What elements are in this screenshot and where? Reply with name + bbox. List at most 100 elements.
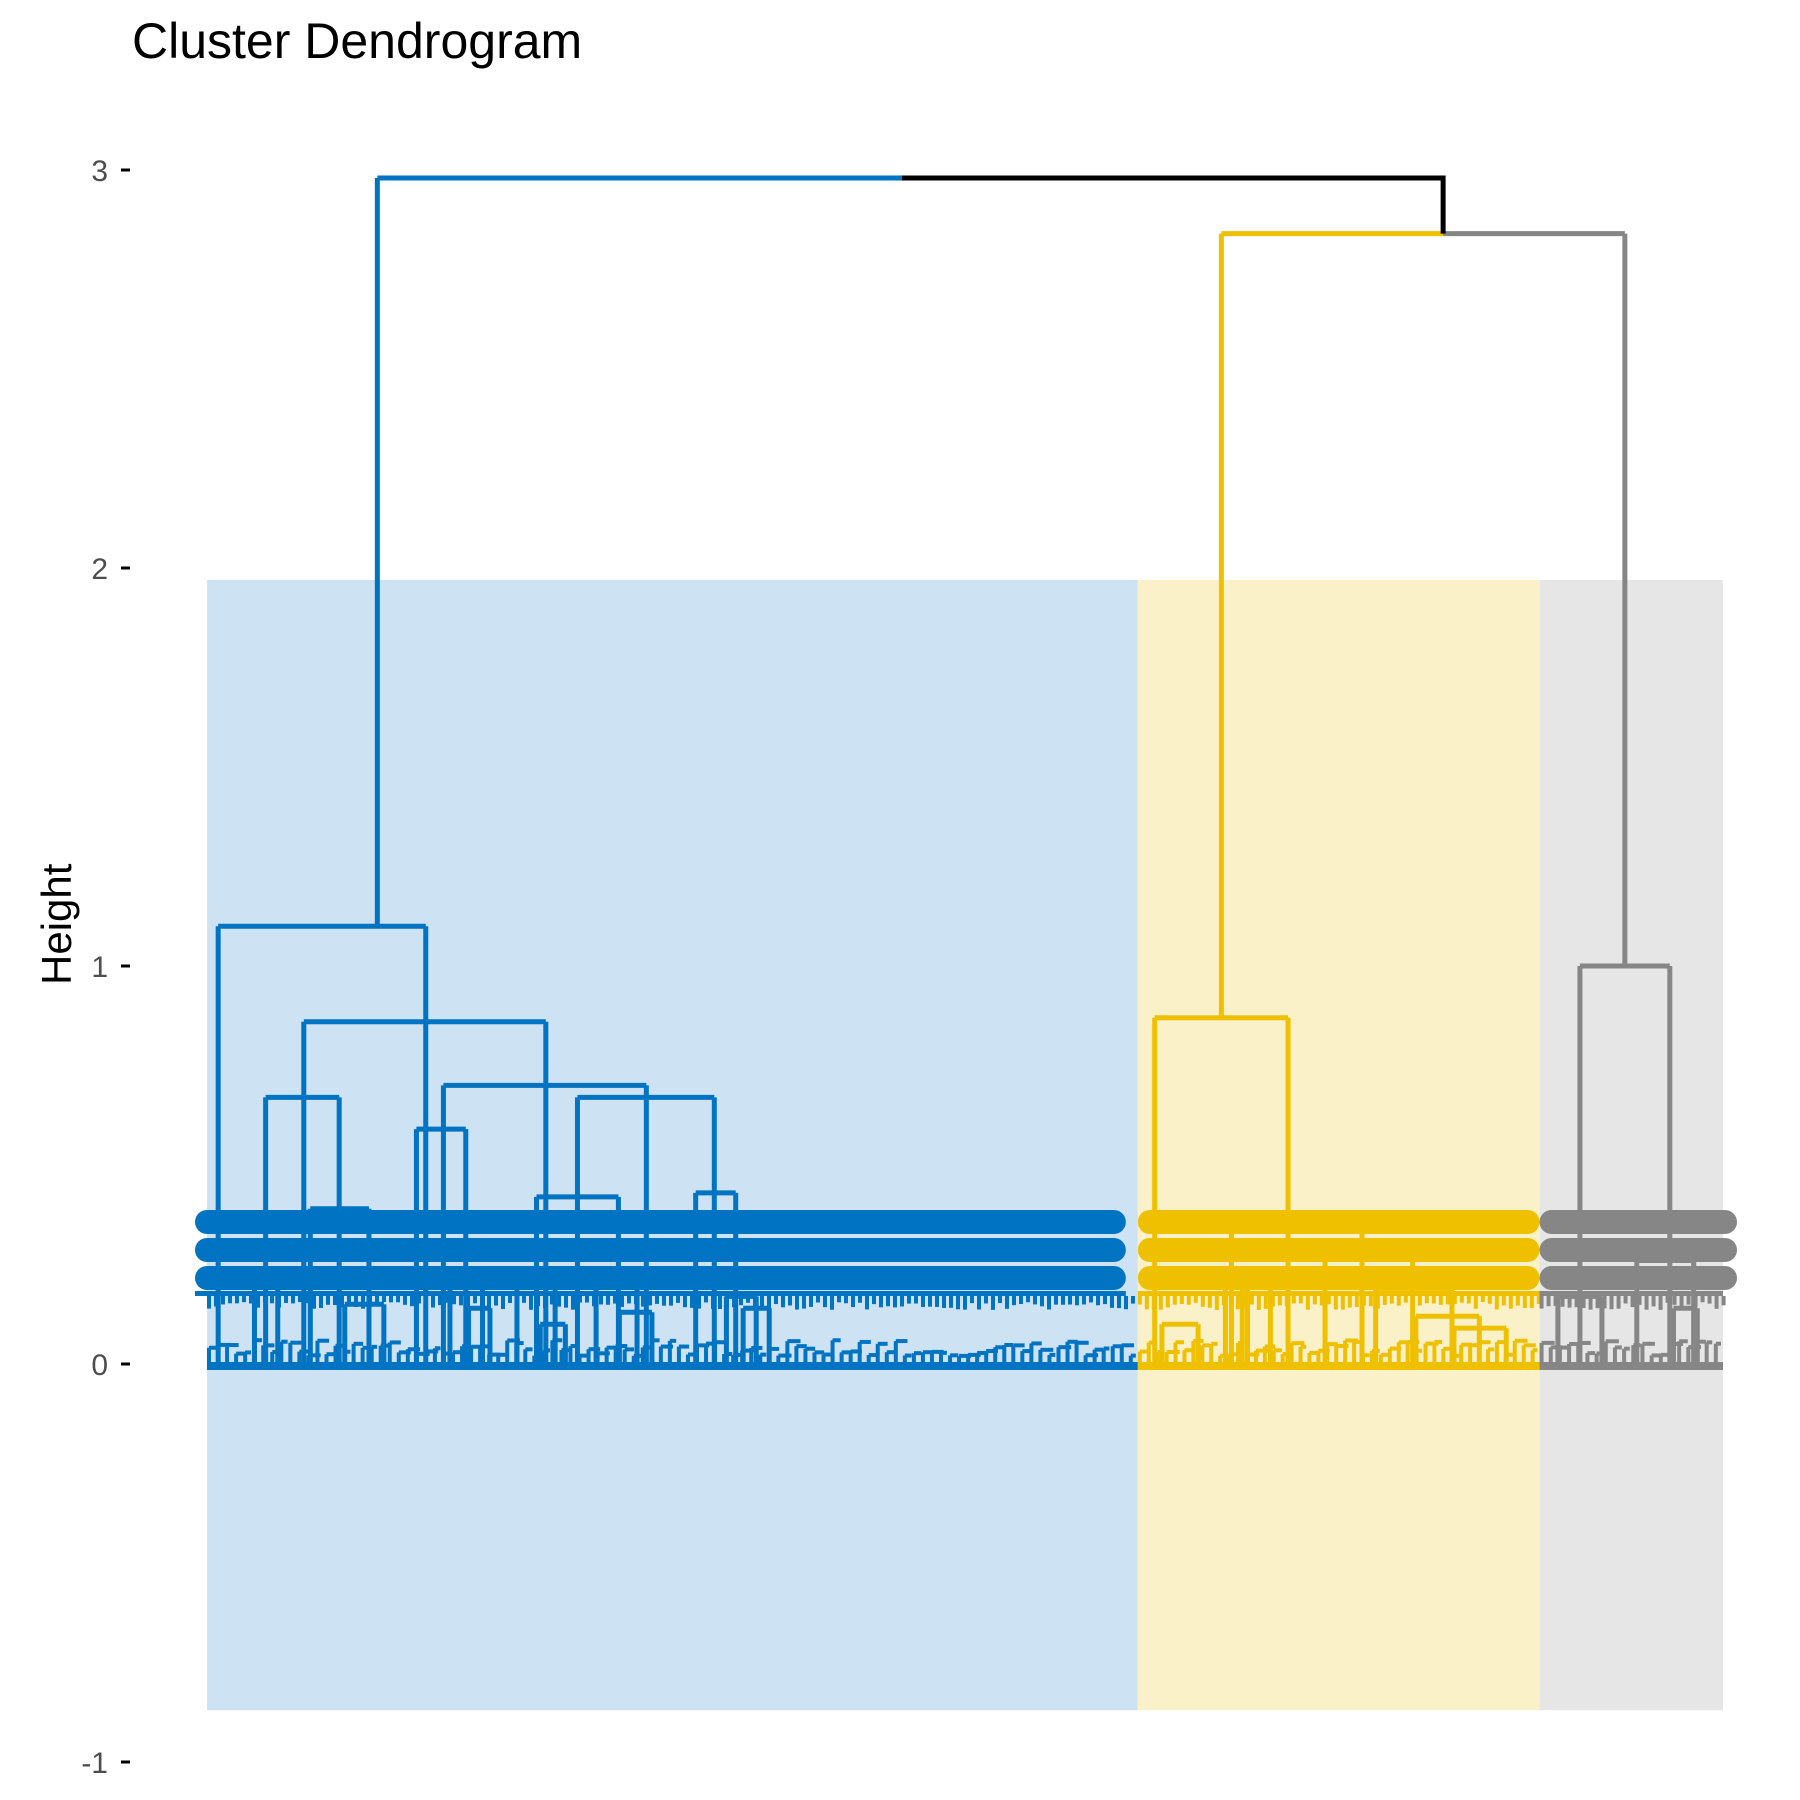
leaf-label-glyph <box>1494 1296 1499 1310</box>
leaf-label-glyph <box>732 1296 736 1308</box>
leaf-label-glyph <box>1707 1296 1712 1304</box>
leaf-label-glyph <box>529 1296 533 1310</box>
leaf-label-glyph <box>1319 1296 1324 1306</box>
leaf-label-glyph <box>305 1296 309 1304</box>
leaf-label-glyph <box>851 1296 855 1308</box>
leaf-label-glyph <box>1249 1296 1254 1305</box>
leaf-label-glyph <box>424 1296 428 1308</box>
leaf-label-glyph <box>1658 1296 1663 1310</box>
leaf-label-glyph <box>774 1296 778 1305</box>
leaf-label-glyph <box>1445 1296 1450 1305</box>
leaf-label-glyph <box>1131 1296 1135 1304</box>
leaf-label-glyph <box>557 1296 561 1307</box>
leaf-label-glyph <box>823 1296 827 1308</box>
leaf-label-glyph <box>1410 1296 1415 1306</box>
leaf-label-glyph <box>872 1296 876 1305</box>
leaf-label-glyph <box>746 1296 750 1303</box>
leaf-label-glyph <box>858 1296 862 1303</box>
leaf-label-glyph <box>1375 1296 1380 1309</box>
leaf-label-glyph <box>970 1296 974 1304</box>
leaf-label-glyph <box>627 1296 631 1304</box>
leaf-label-glyph <box>354 1296 358 1308</box>
leaf-label-glyph <box>1529 1296 1534 1309</box>
leaf-label-glyph <box>368 1296 372 1308</box>
leaf-label-glyph <box>1637 1296 1642 1305</box>
leaf-label-glyph <box>1298 1296 1303 1304</box>
leaf-label-glyph <box>536 1296 540 1307</box>
leaf-label-glyph <box>1501 1296 1506 1306</box>
leaf-label-glyph <box>1438 1296 1443 1305</box>
leaf-label-glyph <box>767 1296 771 1310</box>
leaf-label-glyph <box>1096 1296 1100 1306</box>
leaf-label-glyph <box>753 1296 757 1310</box>
leaf-label-glyph <box>1333 1296 1338 1310</box>
leaf-label-glyph <box>1581 1296 1586 1309</box>
leaf-label-glyph <box>438 1296 442 1306</box>
leaf-label-glyph <box>1033 1296 1037 1305</box>
leaf-label-glyph <box>1431 1296 1436 1304</box>
leaf-label-glyph <box>1305 1296 1310 1310</box>
leaf-label-glyph <box>1508 1296 1513 1309</box>
leaf-label-glyph <box>340 1296 344 1308</box>
leaf-label-glyph <box>1158 1296 1163 1310</box>
leaf-label-glyph <box>879 1296 883 1308</box>
leaf-label-row <box>195 1238 1126 1262</box>
leaf-label-glyph <box>382 1296 386 1303</box>
leaf-label-glyph <box>361 1296 365 1309</box>
leaf-label-glyph <box>1256 1296 1261 1310</box>
leaf-label-glyph <box>830 1296 834 1310</box>
leaf-label-glyph <box>473 1296 477 1304</box>
leaf-label-glyph <box>1005 1296 1009 1309</box>
leaf-label-glyph <box>389 1296 393 1303</box>
leaf-label-glyph <box>1480 1296 1485 1303</box>
leaf-label-glyph <box>515 1296 519 1308</box>
leaf-label-glyph <box>606 1296 610 1305</box>
leaf-label-glyph <box>942 1296 946 1308</box>
leaf-label-glyph <box>1193 1296 1198 1303</box>
leaf-label-glyph <box>1347 1296 1352 1308</box>
leaf-label-glyph <box>487 1296 491 1309</box>
leaf-label-glyph <box>242 1296 246 1303</box>
leaf-label-glyph <box>613 1296 617 1304</box>
leaf-label-glyph <box>907 1296 911 1304</box>
y-tick-label: 0 <box>91 1349 108 1382</box>
leaf-label-glyph <box>592 1296 596 1307</box>
leaf-label-row <box>1539 1238 1737 1262</box>
leaf-label-glyph <box>1651 1296 1656 1307</box>
leaf-label-glyph <box>1560 1296 1565 1307</box>
leaf-label-glyph <box>739 1296 743 1306</box>
leaf-label-glyph <box>1200 1296 1205 1307</box>
leaf-label-glyph <box>1389 1296 1394 1304</box>
leaf-label-glyph <box>1459 1296 1464 1303</box>
leaf-label-glyph <box>1609 1296 1614 1310</box>
leaf-label-glyph <box>1536 1296 1541 1305</box>
leaf-label-glyph <box>1354 1296 1359 1307</box>
leaf-label-glyph <box>1602 1296 1607 1309</box>
leaf-label-glyph <box>1368 1296 1373 1307</box>
leaf-label-glyph <box>1137 1296 1142 1305</box>
leaf-label-glyph <box>1047 1296 1051 1310</box>
leaf-label-glyph <box>1473 1296 1478 1309</box>
leaf-label-glyph <box>1466 1296 1471 1304</box>
leaf-label-glyph <box>235 1296 239 1304</box>
leaf-label-glyph <box>1040 1296 1044 1307</box>
root-branch <box>902 175 1446 234</box>
leaf-label-glyph <box>956 1296 960 1310</box>
leaf-label-glyph <box>1403 1296 1408 1303</box>
leaf-label-glyph <box>1026 1296 1030 1303</box>
leaf-label-glyph <box>417 1296 421 1304</box>
leaf-label-glyph <box>501 1296 505 1310</box>
leaf-label-glyph <box>725 1296 729 1308</box>
leaf-label-glyph <box>1270 1296 1275 1307</box>
leaf-label-glyph <box>1382 1296 1387 1305</box>
leaf-label-glyph <box>634 1296 638 1305</box>
leaf-label-glyph <box>788 1296 792 1306</box>
leaf-label-glyph <box>676 1296 680 1303</box>
leaf-label-glyph <box>578 1296 582 1303</box>
leaf-label-glyph <box>1151 1296 1156 1310</box>
leaf-label-glyph <box>1686 1296 1691 1305</box>
leaf-label-fringe <box>1539 1296 1726 1310</box>
leaf-label-glyph <box>711 1296 715 1309</box>
y-tick-label: 3 <box>91 155 108 188</box>
leaf-label-glyph <box>1179 1296 1184 1304</box>
